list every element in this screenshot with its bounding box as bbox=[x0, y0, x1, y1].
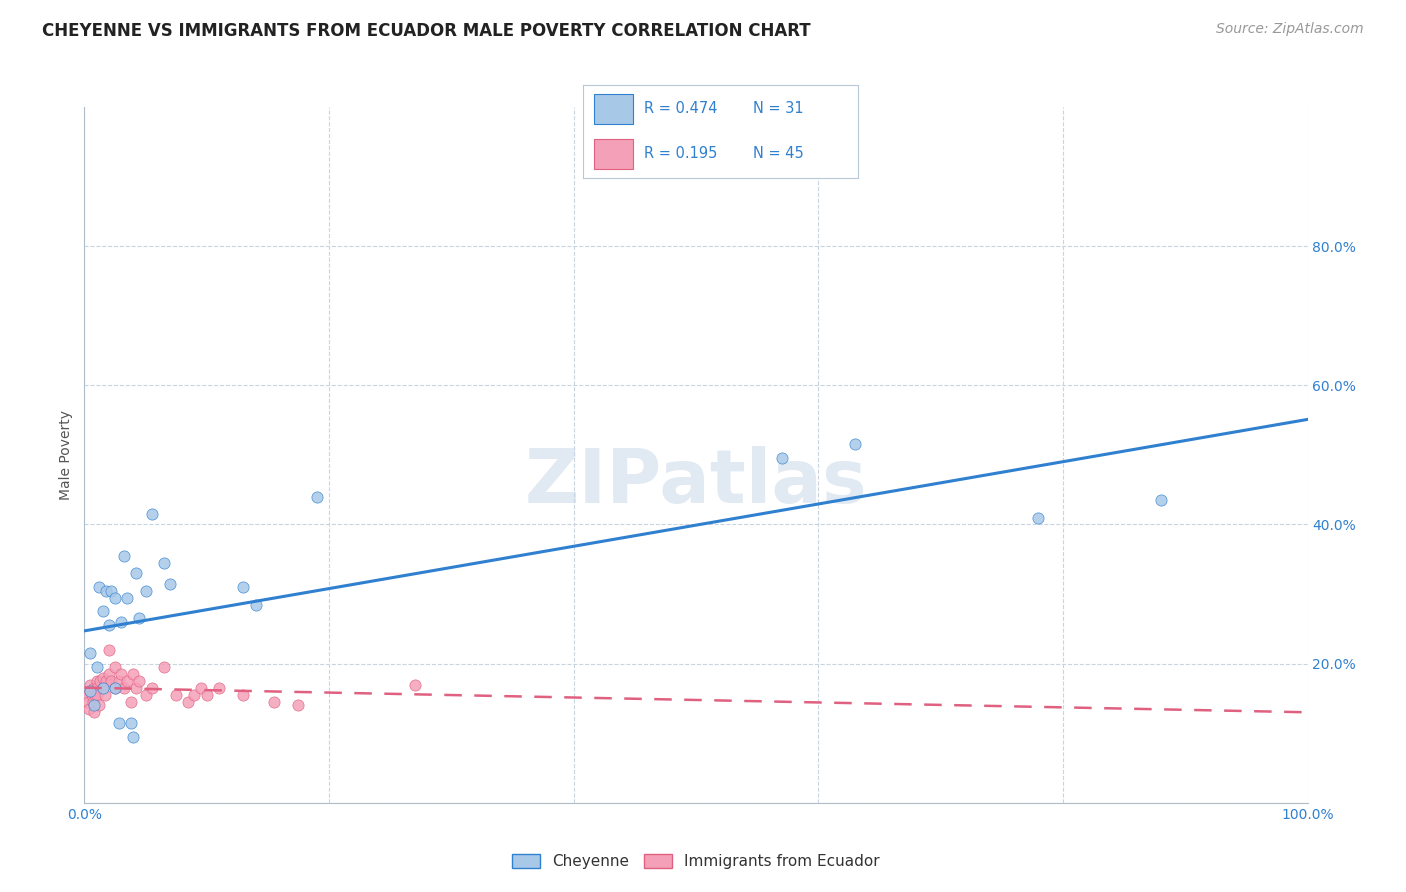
Point bbox=[844, 437, 866, 451]
Point bbox=[120, 715, 142, 730]
Point bbox=[94, 688, 117, 702]
Point bbox=[122, 730, 145, 744]
Point bbox=[120, 695, 142, 709]
Point bbox=[89, 674, 111, 689]
Point bbox=[86, 660, 108, 674]
Point bbox=[404, 677, 426, 691]
Point bbox=[86, 688, 108, 702]
Point bbox=[86, 681, 108, 695]
Point bbox=[84, 688, 107, 702]
Point bbox=[83, 698, 105, 713]
Point bbox=[107, 674, 129, 689]
Point bbox=[122, 667, 145, 681]
Point bbox=[128, 674, 150, 689]
Legend: Cheyenne, Immigrants from Ecuador: Cheyenne, Immigrants from Ecuador bbox=[506, 847, 886, 875]
Point bbox=[79, 684, 101, 698]
Point bbox=[115, 591, 138, 605]
Text: CHEYENNE VS IMMIGRANTS FROM ECUADOR MALE POVERTY CORRELATION CHART: CHEYENNE VS IMMIGRANTS FROM ECUADOR MALE… bbox=[42, 22, 811, 40]
Point bbox=[110, 615, 132, 629]
Text: N = 31: N = 31 bbox=[754, 101, 804, 116]
Point bbox=[80, 688, 103, 702]
Point bbox=[135, 688, 157, 702]
Point bbox=[141, 507, 163, 521]
Point bbox=[110, 667, 132, 681]
Point bbox=[79, 684, 101, 698]
Point bbox=[100, 674, 122, 689]
Point bbox=[125, 681, 148, 695]
Point bbox=[82, 695, 104, 709]
Point bbox=[91, 671, 114, 685]
Point bbox=[107, 715, 129, 730]
Point bbox=[87, 698, 110, 713]
Bar bbox=[595, 139, 633, 169]
Text: R = 0.195: R = 0.195 bbox=[644, 146, 717, 161]
Point bbox=[232, 580, 254, 594]
Point bbox=[96, 674, 118, 689]
Point bbox=[104, 591, 127, 605]
Point bbox=[153, 556, 176, 570]
Point bbox=[91, 681, 114, 695]
Point bbox=[153, 660, 176, 674]
Point bbox=[1150, 493, 1173, 508]
Text: Source: ZipAtlas.com: Source: ZipAtlas.com bbox=[1216, 22, 1364, 37]
Point bbox=[165, 688, 187, 702]
Point bbox=[83, 681, 105, 695]
Point bbox=[135, 583, 157, 598]
Point bbox=[263, 695, 285, 709]
Point bbox=[79, 646, 101, 660]
Point bbox=[125, 566, 148, 581]
Point bbox=[245, 598, 267, 612]
Point bbox=[183, 688, 205, 702]
Point bbox=[141, 681, 163, 695]
Point bbox=[159, 576, 181, 591]
Point bbox=[97, 618, 120, 632]
Text: N = 45: N = 45 bbox=[754, 146, 804, 161]
Text: R = 0.474: R = 0.474 bbox=[644, 101, 717, 116]
Point bbox=[77, 695, 100, 709]
Point bbox=[91, 681, 114, 695]
Point bbox=[96, 583, 118, 598]
Point bbox=[83, 706, 105, 720]
Y-axis label: Male Poverty: Male Poverty bbox=[59, 410, 73, 500]
Point bbox=[104, 681, 127, 695]
Point bbox=[97, 642, 120, 657]
Point bbox=[100, 583, 122, 598]
Bar bbox=[595, 95, 633, 124]
Point bbox=[1028, 510, 1050, 524]
Point bbox=[104, 681, 127, 695]
Point bbox=[177, 695, 200, 709]
Point bbox=[86, 674, 108, 689]
Point bbox=[91, 605, 114, 619]
Point bbox=[112, 549, 135, 563]
Point bbox=[208, 681, 231, 695]
Point bbox=[770, 451, 793, 466]
Point bbox=[77, 702, 100, 716]
Point bbox=[115, 674, 138, 689]
Point bbox=[305, 490, 328, 504]
Text: ZIPatlas: ZIPatlas bbox=[524, 446, 868, 519]
Point bbox=[195, 688, 218, 702]
Point bbox=[190, 681, 212, 695]
Point bbox=[79, 677, 101, 691]
Point bbox=[287, 698, 309, 713]
Point bbox=[77, 688, 100, 702]
Point bbox=[104, 660, 127, 674]
Point bbox=[128, 611, 150, 625]
Point bbox=[97, 667, 120, 681]
Point bbox=[232, 688, 254, 702]
Point bbox=[87, 580, 110, 594]
Point bbox=[112, 681, 135, 695]
